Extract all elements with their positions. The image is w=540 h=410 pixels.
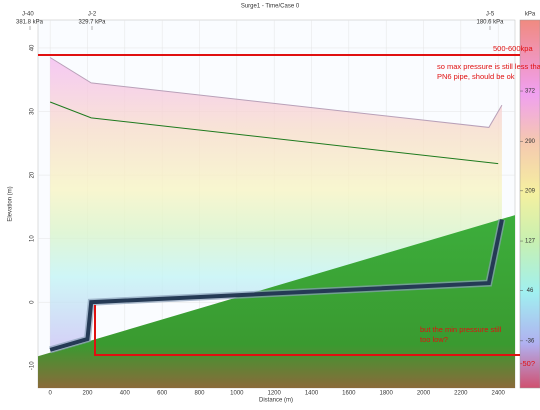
annotation: but the min pressure still: [420, 325, 502, 334]
x-tick-label: 400: [120, 391, 131, 397]
colorbar-tick-label: -36: [526, 338, 535, 344]
x-tick-label: 2000: [417, 391, 431, 397]
x-tick-label: 0: [48, 391, 52, 397]
x-tick-label: 200: [82, 391, 93, 397]
series-line: [49, 57, 503, 128]
node-label: J-40: [22, 12, 34, 18]
y-tick-label: 30: [30, 108, 36, 115]
colorbar-tick-label: 290: [525, 139, 536, 145]
node-label: J-2: [88, 12, 97, 18]
x-tick-label: 2400: [492, 391, 506, 397]
annotation: so max pressure is still less than: [437, 62, 540, 71]
colorbar-label: kPa: [525, 12, 536, 18]
colorbar-tick-label: 209: [525, 188, 536, 194]
red-line: [94, 305, 520, 356]
node-pressure: 180.6 kPa: [476, 20, 504, 26]
colorbar-tick-label: 46: [527, 288, 534, 294]
red-markup: [38, 54, 520, 356]
y-tick-label: 10: [30, 235, 36, 242]
colorbar: [519, 19, 540, 389]
y-tick-label: 40: [30, 44, 36, 51]
chart-title: Surge1 - Time/Case 0: [241, 4, 300, 10]
colorbar-tick-label: 127: [525, 239, 536, 245]
y-tick-label: 20: [30, 171, 36, 178]
node-pressure: 329.7 kPa: [78, 20, 106, 26]
x-tick-label: 1800: [380, 391, 394, 397]
series-line: [49, 101, 499, 165]
x-tick-label: 1000: [230, 391, 244, 397]
annotation: PN6 pipe, should be ok: [437, 72, 515, 81]
y-axis-label: Elevation (m): [8, 186, 14, 221]
y-tick-label: 0: [30, 300, 36, 304]
x-tick-label: 600: [157, 391, 168, 397]
annotation: too low?: [420, 335, 448, 344]
x-axis-label: Distance (m): [259, 398, 293, 404]
node-label: J-5: [486, 12, 495, 18]
marks: [38, 57, 515, 388]
x-tick-label: 2200: [454, 391, 468, 397]
annotation: 500-600kpa: [493, 44, 533, 53]
x-tick-label: 1400: [305, 391, 319, 397]
y-tick-label: -10: [30, 361, 36, 370]
annotation: -50?: [520, 359, 535, 368]
node-pressure: 381.8 kPa: [16, 20, 44, 26]
ground: [38, 215, 515, 388]
x-tick-label: 1200: [267, 391, 281, 397]
x-tick-label: 1600: [342, 391, 356, 397]
pipe: [49, 219, 504, 352]
x-tick-label: 800: [194, 391, 205, 397]
colorbar-tick-label: 372: [525, 89, 536, 95]
